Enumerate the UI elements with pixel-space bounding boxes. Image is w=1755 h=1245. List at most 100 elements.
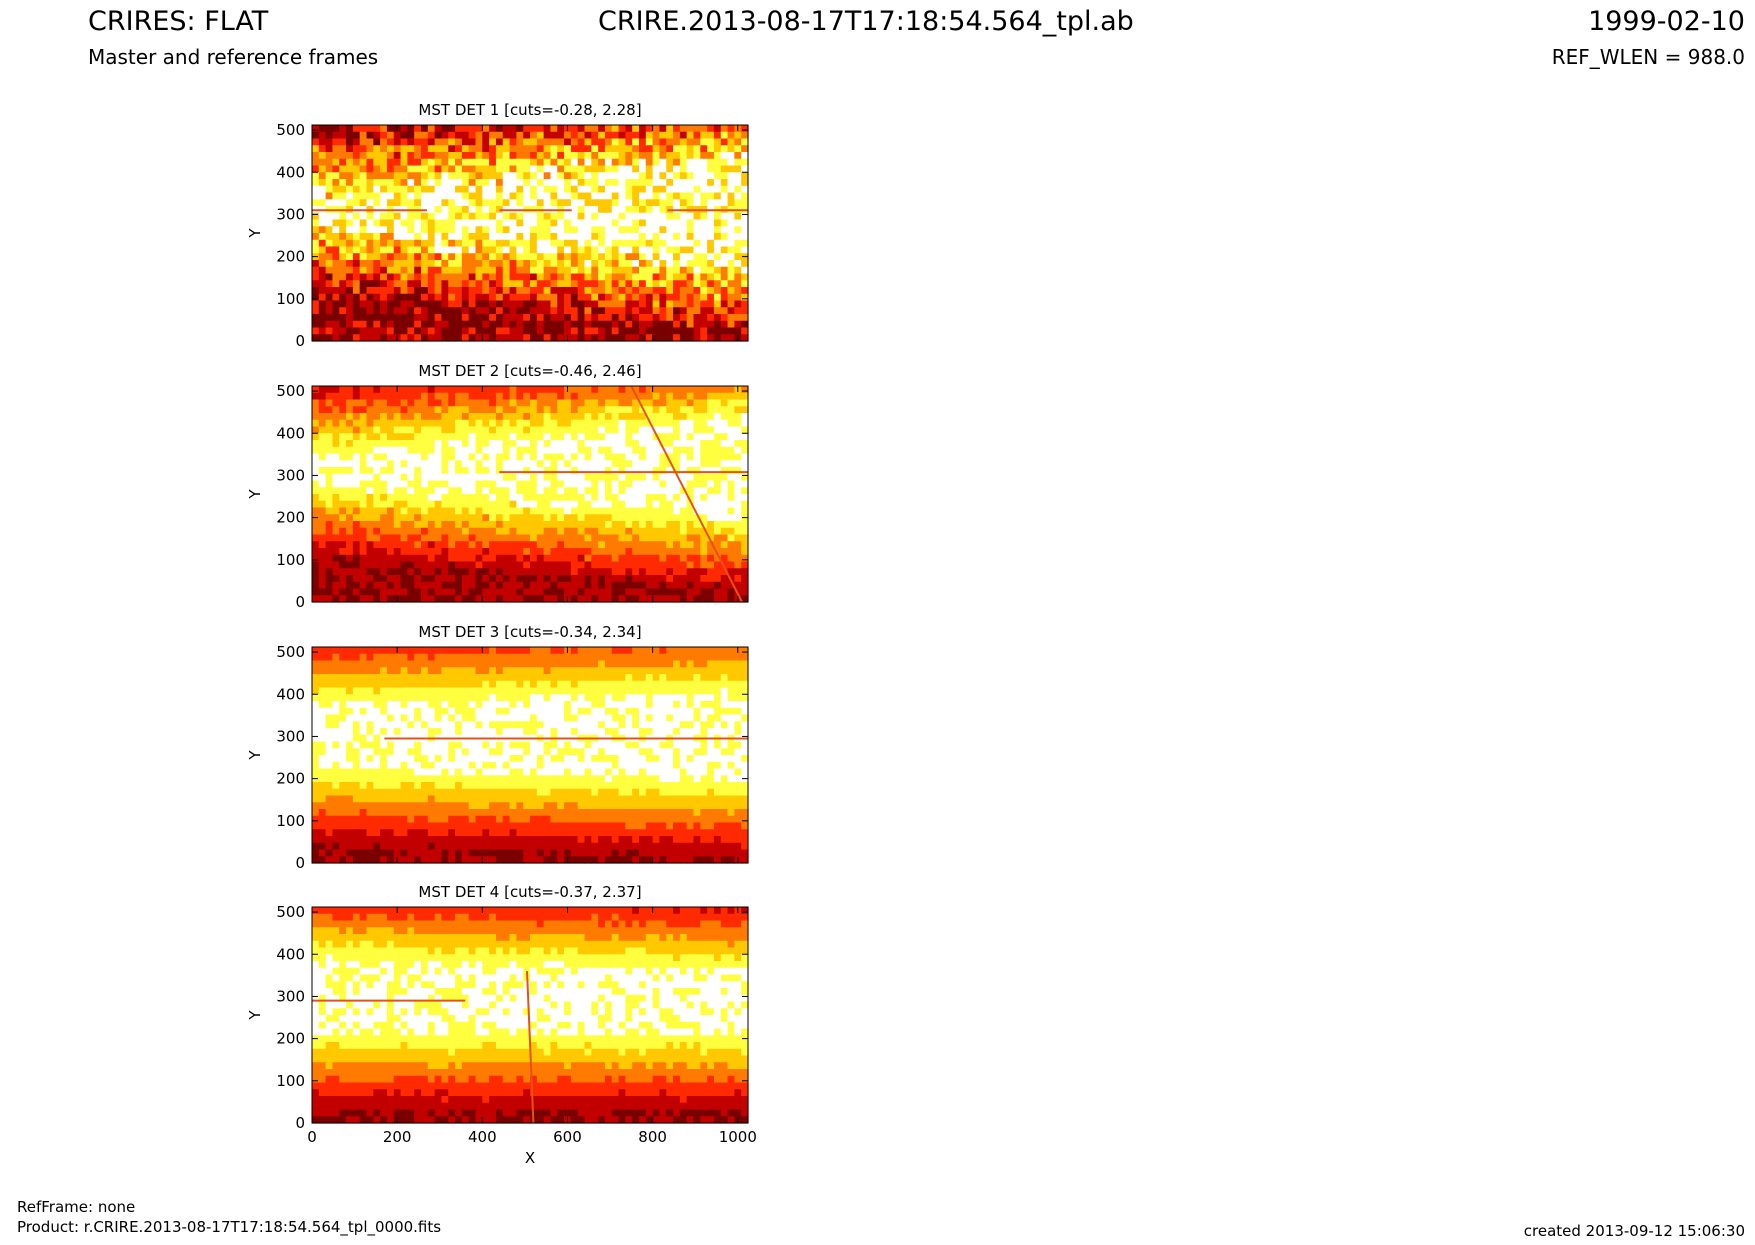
heatmap-cell: [352, 500, 361, 509]
heatmap-cell: [604, 521, 613, 529]
heatmap-cell: [448, 152, 456, 160]
heatmap-cell: [618, 300, 626, 308]
heatmap-cell: [373, 145, 381, 153]
heatmap-cell: [502, 588, 511, 596]
heatmap-cell: [570, 212, 579, 221]
heatmap-cell: [516, 226, 524, 234]
heatmap-cell: [380, 514, 388, 522]
heatmap-cell: [598, 500, 606, 509]
heatmap-cell: [523, 514, 531, 522]
heatmap-cell: [720, 179, 729, 187]
heatmap-cell: [618, 514, 626, 522]
heatmap-cell: [727, 158, 735, 167]
heatmap-cell: [482, 588, 490, 596]
heatmap-cell: [598, 165, 606, 173]
heatmap-cell: [502, 473, 511, 482]
heatmap-cell: [332, 260, 340, 268]
heatmap-cell: [727, 399, 735, 407]
heatmap-cell: [564, 239, 572, 248]
heatmap-cell: [441, 433, 449, 441]
heatmap-cell: [366, 426, 374, 434]
heatmap-cell: [441, 667, 449, 675]
heatmap-cell: [312, 426, 320, 434]
heatmap-cell: [393, 320, 402, 329]
heatmap-cell: [591, 212, 599, 221]
heatmap-cell: [693, 273, 701, 281]
heatmap-cell: [618, 192, 626, 200]
heatmap-cell: [652, 152, 661, 160]
heatmap-cell: [475, 314, 483, 322]
heatmap-cell: [727, 554, 735, 563]
heatmap-cell: [421, 172, 429, 180]
heatmap-cell: [407, 568, 415, 576]
heatmap-cell: [530, 253, 538, 261]
heatmap-cell: [427, 280, 436, 288]
heatmap-cell: [707, 260, 715, 268]
heatmap-cell: [421, 473, 429, 482]
heatmap-cell: [359, 426, 368, 434]
heatmap-cell: [495, 473, 504, 482]
heatmap-cell: [448, 707, 456, 716]
heatmap-cell: [468, 541, 477, 549]
heatmap-cell: [707, 440, 715, 448]
heatmap-cell: [584, 165, 592, 173]
heatmap-cell: [598, 145, 606, 153]
heatmap-cell: [386, 521, 395, 529]
heatmap-cell: [679, 131, 688, 140]
heatmap-cell: [666, 446, 674, 455]
heatmap-cell: [516, 507, 524, 515]
heatmap-cell: [516, 521, 524, 529]
heatmap-cell: [346, 728, 354, 736]
heatmap-cell: [352, 775, 361, 783]
heatmap-cell: [489, 480, 497, 488]
heatmap-cell: [339, 554, 347, 563]
heatmap-cell: [373, 320, 381, 329]
heatmap-cell: [325, 185, 334, 194]
heatmap-cell: [427, 788, 436, 797]
heatmap-cell: [536, 158, 545, 167]
heatmap-cell: [441, 680, 449, 689]
heatmap-cell: [679, 226, 688, 234]
heatmap-cell: [366, 734, 374, 743]
heatmap-cell: [645, 494, 654, 502]
heatmap-cell: [679, 212, 688, 221]
heatmap-cell: [632, 293, 640, 302]
heatmap-cell: [475, 647, 483, 655]
heatmap-cell: [550, 595, 558, 603]
heatmap-cell: [400, 327, 408, 335]
heatmap-cell: [741, 334, 749, 342]
heatmap-cell: [332, 185, 340, 194]
heatmap-cell: [652, 199, 661, 207]
heatmap-cell: [407, 199, 415, 207]
heatmap-cell: [448, 266, 456, 275]
heatmap-cell: [359, 788, 368, 797]
heatmap-cell: [734, 392, 742, 401]
heatmap-cell: [577, 253, 586, 261]
heatmap-cell: [652, 453, 661, 461]
heatmap-cell: [516, 548, 524, 556]
heatmap-cell: [407, 829, 415, 837]
heatmap-cell: [414, 507, 422, 515]
heatmap-cell: [434, 327, 443, 335]
heatmap-cell: [720, 314, 729, 322]
heatmap-cell: [584, 192, 592, 200]
heatmap-cell: [359, 145, 368, 153]
heatmap-cell: [441, 480, 449, 488]
heatmap-cell: [339, 667, 347, 675]
heatmap-cell: [584, 514, 592, 522]
heatmap-cell: [461, 125, 470, 133]
heatmap-cell: [393, 521, 402, 529]
heatmap-cell: [407, 782, 415, 790]
heatmap-cell: [441, 554, 449, 563]
heatmap-cell: [557, 260, 565, 268]
heatmap-cell: [530, 548, 538, 556]
heatmap-cell: [523, 581, 531, 590]
heatmap-cell: [386, 782, 395, 790]
heatmap-cell: [325, 836, 334, 844]
heatmap-cell: [339, 687, 347, 695]
heatmap-cell: [645, 433, 654, 441]
heatmap-cell: [421, 561, 429, 569]
heatmap-cell: [598, 179, 606, 187]
heatmap-cell: [495, 300, 504, 308]
heatmap-cell: [564, 588, 572, 596]
